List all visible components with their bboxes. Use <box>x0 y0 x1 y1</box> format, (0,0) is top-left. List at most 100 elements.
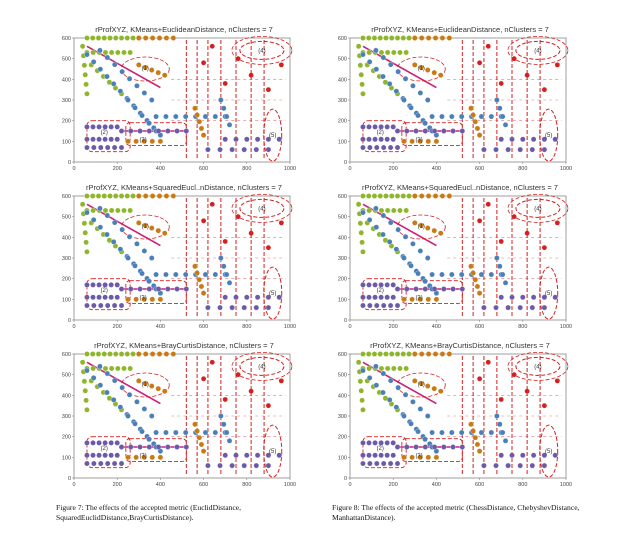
cluster-label: (5) <box>545 291 552 297</box>
data-point <box>221 263 227 270</box>
data-point <box>355 43 362 50</box>
data-point <box>371 351 378 357</box>
data-point <box>498 136 504 143</box>
data-point <box>155 444 162 450</box>
data-point <box>360 460 366 467</box>
data-point <box>141 248 148 254</box>
data-point <box>371 193 378 199</box>
y-tick-label: 200 <box>338 119 347 125</box>
data-point <box>378 294 384 301</box>
data-point <box>127 207 133 214</box>
x-tick-label: 400 <box>432 166 441 172</box>
data-point <box>196 434 203 441</box>
data-point <box>390 440 396 446</box>
plot-svg: (1) (2) (3) (4) (5) 0 200 400 600 800 1000 0 100 200 3… <box>338 35 572 172</box>
data-point <box>104 54 111 61</box>
data-point <box>429 429 435 436</box>
data-point <box>542 87 547 93</box>
y-tick-label: 600 <box>338 36 347 42</box>
data-point <box>104 144 111 151</box>
data-point <box>265 452 272 459</box>
data-point <box>366 375 373 381</box>
data-point <box>377 351 383 357</box>
data-point <box>470 112 476 118</box>
data-point <box>110 239 117 245</box>
data-point <box>478 113 485 120</box>
data-point <box>84 452 90 459</box>
data-point <box>357 62 364 69</box>
data-point <box>81 378 88 385</box>
data-point <box>248 388 254 394</box>
data-point <box>134 241 140 247</box>
x-tick-label: 0 <box>348 324 351 330</box>
data-point <box>372 136 378 143</box>
data-point <box>222 294 228 301</box>
data-point <box>517 146 523 153</box>
data-point <box>409 138 415 145</box>
data-point <box>429 113 435 120</box>
data-point <box>155 227 161 234</box>
data-point <box>384 124 390 130</box>
data-point <box>441 444 447 450</box>
data-point <box>401 97 407 103</box>
data-point <box>481 146 487 153</box>
data-point <box>459 444 466 450</box>
data-point <box>474 283 481 290</box>
data-point <box>485 359 491 365</box>
data-point <box>149 67 155 73</box>
data-point <box>373 205 379 212</box>
data-point <box>117 404 124 410</box>
data-point <box>498 452 504 459</box>
data-point <box>153 113 159 120</box>
x-tick-label: 1000 <box>284 166 296 172</box>
x-tick-label: 600 <box>199 166 208 172</box>
data-point <box>395 226 401 233</box>
data-point <box>494 413 500 419</box>
data-point <box>107 35 113 41</box>
cluster-contour <box>539 108 559 162</box>
data-point <box>201 218 207 224</box>
data-point <box>118 144 125 151</box>
data-point <box>493 146 499 153</box>
data-point <box>439 113 445 120</box>
data-point <box>390 124 396 130</box>
data-point <box>253 304 260 311</box>
data-point <box>360 91 366 97</box>
data-point <box>425 383 431 389</box>
cluster-label: (2) <box>377 130 384 136</box>
cluster-contour <box>120 214 170 240</box>
data-point <box>149 383 155 389</box>
data-point <box>253 462 260 469</box>
data-point <box>217 146 223 153</box>
data-point <box>163 193 170 199</box>
data-point <box>502 280 509 286</box>
data-point <box>133 454 139 461</box>
cluster-contour <box>125 280 187 304</box>
data-point <box>393 246 400 252</box>
data-point <box>413 286 419 292</box>
cluster-label: (4) <box>534 206 541 212</box>
data-point <box>139 112 145 119</box>
y-tick-label: 300 <box>62 256 71 262</box>
data-point <box>554 62 560 68</box>
data-point <box>505 304 511 311</box>
data-point <box>90 282 96 288</box>
data-point <box>412 35 418 41</box>
cluster-contour <box>539 266 559 320</box>
data-point <box>229 462 235 469</box>
data-point <box>380 460 387 467</box>
data-point <box>153 271 159 278</box>
data-point <box>498 397 504 402</box>
data-point <box>367 302 373 309</box>
data-point <box>468 263 474 270</box>
data-point <box>97 47 103 54</box>
data-point <box>156 35 163 41</box>
data-point <box>418 222 425 229</box>
data-point <box>125 454 131 461</box>
data-point <box>170 193 177 199</box>
data-point <box>182 271 189 278</box>
data-point <box>83 397 89 404</box>
x-tick-label: 0 <box>348 166 351 172</box>
data-point <box>102 365 109 372</box>
data-point <box>125 138 131 145</box>
